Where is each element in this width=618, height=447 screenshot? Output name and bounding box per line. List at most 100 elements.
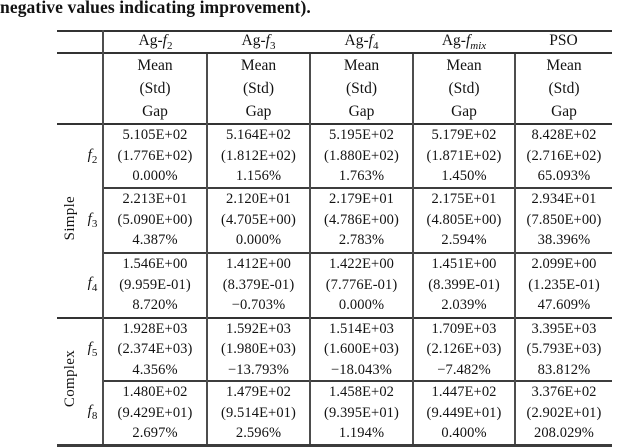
- gap-value: 65.093%: [537, 168, 591, 185]
- table-row-f3: f3 2.213E+01 (5.090E+00) 4.387% 2.120E+01 (…: [57, 186, 612, 253]
- std-value: (9.395E+01): [324, 404, 399, 421]
- gap-value: 1.763%: [338, 168, 385, 185]
- table-row-f4: f4 1.546E+00 (9.959E-01) 8.720% 1.412E+00 (…: [57, 251, 612, 318]
- col-header-sub: 4: [372, 40, 379, 53]
- row-label-fvar: f: [87, 340, 92, 357]
- std-value: (9.514E+01): [221, 404, 296, 421]
- std-value: (9.429E+01): [117, 404, 193, 421]
- data-cell: 3.376E+02 (2.902E+01) 208.029%: [514, 380, 612, 447]
- col-header-text: Ag-: [441, 32, 466, 49]
- std-value: (4.786E+00): [324, 211, 399, 228]
- std-value: (1.776E+02): [117, 147, 193, 164]
- col-header-ag-f2: Ag-f2: [103, 29, 207, 54]
- std-value: (2.374E+03): [117, 341, 193, 358]
- gap-value: 1.156%: [235, 168, 282, 185]
- mean-value: 5.164E+02: [225, 127, 292, 144]
- mean-value: 1.412E+00: [225, 256, 292, 273]
- col-header-fvar: f: [162, 32, 167, 49]
- gap-value: 4.387%: [132, 232, 178, 249]
- row-label-sub: 8: [91, 409, 98, 422]
- data-cell: 1.514E+03 (1.600E+03) −18.043%: [309, 316, 413, 382]
- mean-label: Mean: [137, 57, 173, 75]
- mean-value: 3.376E+02: [531, 384, 597, 401]
- std-value: (2.716E+02): [526, 147, 602, 164]
- row-label-sub: 3: [91, 217, 98, 230]
- group-cell-complex: Complex: [57, 316, 83, 447]
- gap-value: 4.356%: [132, 361, 178, 378]
- mean-value: 2.099E+00: [531, 256, 597, 273]
- mean-label: Mean: [446, 57, 482, 75]
- col-header-text: Ag-: [241, 32, 266, 49]
- col-header-text: PSO: [549, 32, 578, 49]
- mean-label: Mean: [343, 57, 380, 75]
- gap-value: 47.609%: [537, 297, 591, 314]
- mean-value: 1.709E+03: [431, 320, 497, 337]
- group-cell-simple: Simple: [57, 123, 83, 318]
- mean-value: 2.120E+01: [225, 191, 292, 208]
- gap-value: 2.783%: [338, 232, 385, 249]
- mean-value: 2.179E+01: [328, 191, 395, 208]
- gap-label: Gap: [245, 103, 272, 121]
- gap-label: Gap: [142, 103, 168, 121]
- mean-value: 1.447E+02: [431, 384, 497, 401]
- mean-value: 1.422E+00: [328, 256, 395, 273]
- group-label-simple: Simple: [61, 196, 78, 241]
- data-cell: 2.175E+01 (4.805E+00) 2.594%: [412, 186, 515, 253]
- gap-label: Gap: [551, 103, 577, 121]
- gap-value: 0.000%: [235, 232, 282, 249]
- metric-header-cell: Mean (Std) Gap: [514, 52, 612, 125]
- std-value: (8.399E-01): [428, 276, 500, 293]
- col-header-fvar: f: [465, 32, 471, 49]
- std-value: (1.812E+02): [221, 147, 296, 164]
- data-cell: 1.451E+00 (8.399E-01) 2.039%: [412, 251, 515, 318]
- data-cell: 1.412E+00 (8.379E-01) −0.703%: [206, 251, 310, 318]
- data-cell: 1.709E+03 (2.126E+03) −7.482%: [412, 316, 515, 382]
- std-value: (7.776E-01): [325, 276, 398, 293]
- std-value: (4.705E+00): [221, 211, 296, 228]
- row-label-f8: f8: [83, 381, 104, 447]
- std-label: (Std): [243, 80, 274, 98]
- data-cell: 5.164E+02 (1.812E+02) 1.156%: [206, 123, 310, 188]
- std-value: (2.126E+03): [426, 341, 502, 358]
- header-row-metrics: Mean (Std) Gap Mean (Std) Gap Mean (Std) Gap M…: [57, 52, 612, 125]
- std-label: (Std): [346, 80, 377, 98]
- gap-value: 2.039%: [441, 297, 487, 314]
- std-value: (9.959E-01): [119, 276, 191, 293]
- row-label-fvar: f: [87, 146, 92, 163]
- std-value: (8.379E-01): [222, 276, 295, 293]
- mean-value: 1.928E+03: [122, 320, 188, 337]
- gap-value: −18.043%: [331, 361, 392, 378]
- results-table: Ag-f2 Ag-f3 Ag-f4 Ag-fmix PSO Mean (Std) G…: [57, 29, 612, 447]
- col-header-ag-f3: Ag-f3: [207, 29, 310, 54]
- data-cell: 1.480E+02 (9.429E+01) 2.697%: [102, 380, 207, 447]
- std-value: (4.805E+00): [426, 211, 502, 228]
- row-label-sub: 4: [91, 282, 98, 295]
- data-cell: 5.105E+02 (1.776E+02) 0.000%: [102, 123, 207, 188]
- gap-value: 38.396%: [537, 232, 591, 249]
- std-label: (Std): [548, 80, 580, 98]
- mean-label: Mean: [546, 57, 582, 75]
- std-value: (7.850E+00): [526, 211, 602, 228]
- mean-value: 5.179E+02: [431, 127, 497, 144]
- group-label-complex: Complex: [61, 350, 78, 408]
- std-value: (2.902E+01): [526, 404, 602, 421]
- mean-value: 2.175E+01: [431, 191, 497, 208]
- table-row-f5: Complex f5 1.928E+03 (2.374E+03) 4.356% 1.…: [57, 316, 612, 447]
- gap-value: 1.194%: [338, 425, 385, 442]
- mean-value: 3.395E+03: [531, 320, 597, 337]
- row-label-sub: 5: [91, 347, 98, 360]
- gap-value: 2.697%: [132, 425, 178, 442]
- table-row-f2: Simple f2 5.105E+02 (1.776E+02) 0.000% 5.1…: [57, 123, 612, 318]
- mean-value: 2.213E+01: [122, 191, 188, 208]
- data-cell: 1.592E+03 (1.980E+03) −13.793%: [206, 316, 310, 382]
- metric-header-cell: Mean (Std) Gap: [412, 52, 515, 125]
- col-header-sub: mix: [470, 40, 487, 53]
- metric-header-cell: Mean (Std) Gap: [206, 52, 310, 125]
- mean-value: 1.458E+02: [328, 384, 395, 401]
- data-cell: 2.099E+00 (1.235E-01) 47.609%: [514, 251, 612, 318]
- gap-value: 0.400%: [441, 425, 487, 442]
- metric-header-cell: Mean (Std) Gap: [309, 52, 413, 125]
- corner-cell-2: [57, 52, 104, 125]
- table-caption-fragment: negative values indicating improvement).: [0, 0, 311, 17]
- data-cell: 1.458E+02 (9.395E+01) 1.194%: [309, 380, 413, 447]
